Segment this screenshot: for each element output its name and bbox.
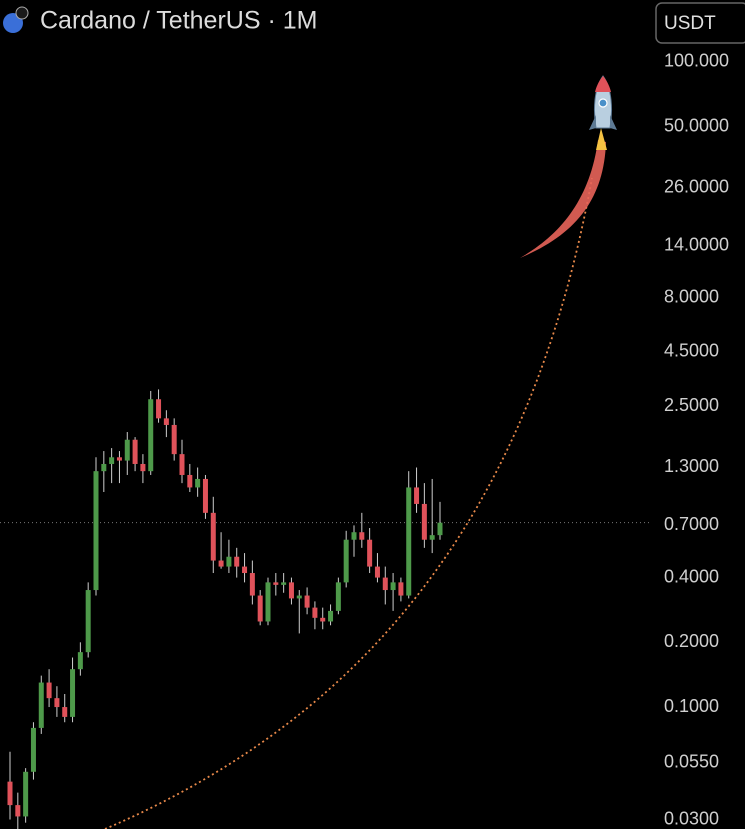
rocket-trail (520, 140, 606, 258)
rocket (589, 75, 617, 130)
candle-body (202, 478, 208, 513)
candle-body (249, 573, 255, 596)
chart-title: Cardano / TetherUS · 1M (40, 7, 317, 35)
candle-body (234, 556, 240, 567)
candle-body (328, 610, 334, 622)
candle-body (437, 522, 443, 536)
candle-body (23, 771, 29, 817)
candle-body (140, 463, 146, 472)
y-tick-label: 0.0550 (664, 752, 719, 772)
trend-curve (104, 177, 593, 829)
candle-body (85, 590, 91, 653)
y-tick-label: 100.000 (664, 51, 729, 71)
candle-body (359, 532, 365, 540)
candle-body (195, 478, 201, 488)
candle-body (163, 418, 169, 425)
y-tick-label: 8.0000 (664, 287, 719, 307)
candle-body (351, 532, 357, 540)
y-tick-label: 1.3000 (664, 456, 719, 476)
y-tick-label: 4.5000 (664, 340, 719, 360)
currency-button[interactable] (655, 2, 745, 44)
candle-body (382, 577, 388, 591)
candle-body (288, 582, 294, 599)
y-tick-label: 14.0000 (664, 234, 729, 254)
candle-body (406, 487, 412, 596)
candle-body (367, 539, 373, 567)
candle-body (281, 582, 287, 585)
coin-icon-badge (15, 6, 29, 20)
y-tick-label: 0.0300 (664, 808, 719, 828)
plot: 100.000 50.0000 26.0000 14.0000 8.0000 4.5000… (0, 51, 729, 829)
candle-body (54, 698, 60, 708)
candle-body (429, 535, 435, 540)
rocket-flame (596, 128, 607, 150)
y-tick-label: 2.5000 (664, 395, 719, 415)
candle-body (218, 560, 224, 567)
candle-body (93, 471, 99, 591)
y-tick-label: 26.0000 (664, 176, 729, 196)
candle-body (304, 595, 310, 608)
candle-body (257, 595, 263, 622)
candle-body (116, 457, 122, 461)
candle-body (242, 566, 248, 574)
candle-body (187, 474, 193, 488)
y-tick-label: 0.4000 (664, 566, 719, 586)
y-tick-label: 0.1000 (664, 696, 719, 716)
candle-body (109, 457, 115, 464)
candle-body (273, 582, 279, 585)
currency-label[interactable]: USDT (664, 13, 716, 34)
candle-body (62, 707, 68, 717)
candle-body (398, 582, 404, 596)
candle-body (343, 539, 349, 583)
candle-body (7, 781, 13, 806)
candle-body (226, 556, 232, 567)
candle-body (148, 399, 154, 472)
candle-body (38, 682, 44, 728)
candle-body (335, 582, 341, 611)
candle-body (30, 727, 36, 772)
candle-body (296, 595, 302, 599)
candle-body (414, 487, 420, 504)
candle-body (15, 805, 21, 817)
candle-body (70, 669, 76, 717)
y-tick-label: 50.0000 (664, 115, 729, 135)
candle-body (210, 512, 216, 561)
y-tick-label: 0.2000 (664, 631, 719, 651)
candle-body (132, 439, 138, 464)
candle-body (421, 503, 427, 540)
candle-body (179, 454, 185, 475)
candle-body (320, 617, 326, 622)
candle-body (265, 582, 271, 622)
candle-body (77, 652, 83, 670)
candle-body (46, 682, 52, 699)
candle-body (312, 607, 318, 618)
candle-body (101, 463, 107, 472)
y-tick-label: 0.7000 (664, 514, 719, 534)
candle-body (374, 566, 380, 578)
candle-body (156, 399, 162, 419)
candle-body (124, 439, 130, 461)
candle-body (171, 424, 177, 455)
candle-body (390, 582, 396, 591)
